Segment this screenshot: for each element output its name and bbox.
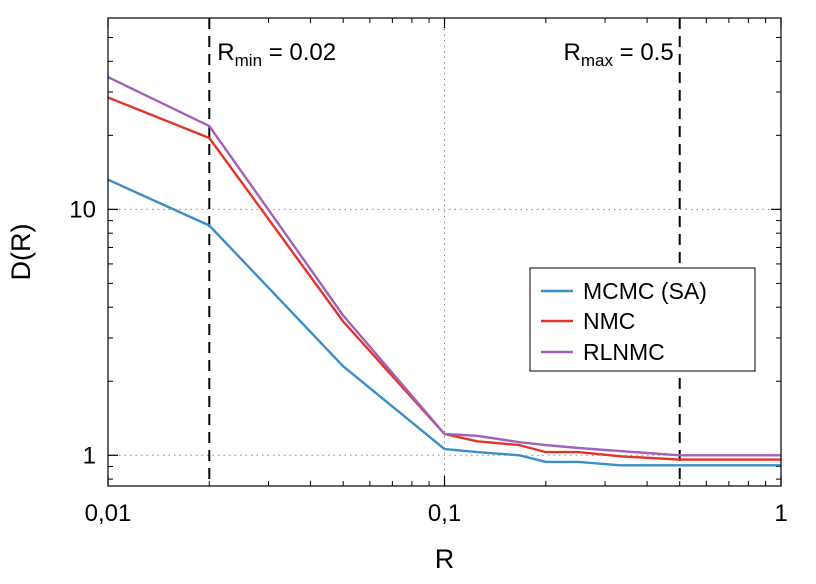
series-line-mcmc	[107, 178, 781, 467]
rmin-annotation: Rmin = 0.02	[217, 39, 336, 70]
y-axis-label: D(R)	[6, 224, 36, 281]
x-tick-label: 0,1	[428, 500, 461, 527]
rmax-annotation-sub: max	[581, 51, 614, 70]
x-tick-label: 1	[774, 500, 787, 527]
series-line-nmc	[107, 96, 781, 461]
legend-label-mcmc: MCMC (SA)	[583, 278, 707, 304]
legend-item-rlnmc: RLNMC	[541, 339, 665, 365]
x-tick-label: 0,01	[85, 500, 132, 527]
rmin-annotation-value: = 0.02	[262, 39, 336, 66]
legend-label-rlnmc: RLNMC	[583, 339, 665, 365]
reference-lines	[208, 18, 681, 486]
legend-label-nmc: NMC	[583, 308, 635, 334]
rmin-annotation-main: R	[217, 39, 234, 66]
rmin-annotation-sub: min	[235, 51, 262, 70]
y-tick-label: 1	[83, 442, 96, 469]
y-tick-label: 10	[69, 196, 96, 223]
legend: MCMC (SA) NMC RLNMC	[529, 267, 756, 372]
legend-item-nmc: NMC	[541, 308, 635, 334]
grid-layer	[108, 18, 781, 486]
rmax-annotation: Rmax = 0.5	[564, 39, 674, 70]
plot-frame	[107, 17, 782, 487]
rmax-annotation-value: = 0.5	[613, 39, 674, 66]
x-axis-label: R	[435, 544, 455, 574]
rmax-annotation-main: R	[564, 39, 581, 66]
series-layer	[107, 76, 781, 467]
tick-labels: 0,01 0,1 1 1 10	[69, 196, 787, 527]
minor-ticks	[108, 18, 781, 486]
legend-item-mcmc: MCMC (SA)	[541, 278, 707, 304]
series-line-rlnmc	[107, 76, 781, 457]
legend-box	[529, 267, 756, 372]
